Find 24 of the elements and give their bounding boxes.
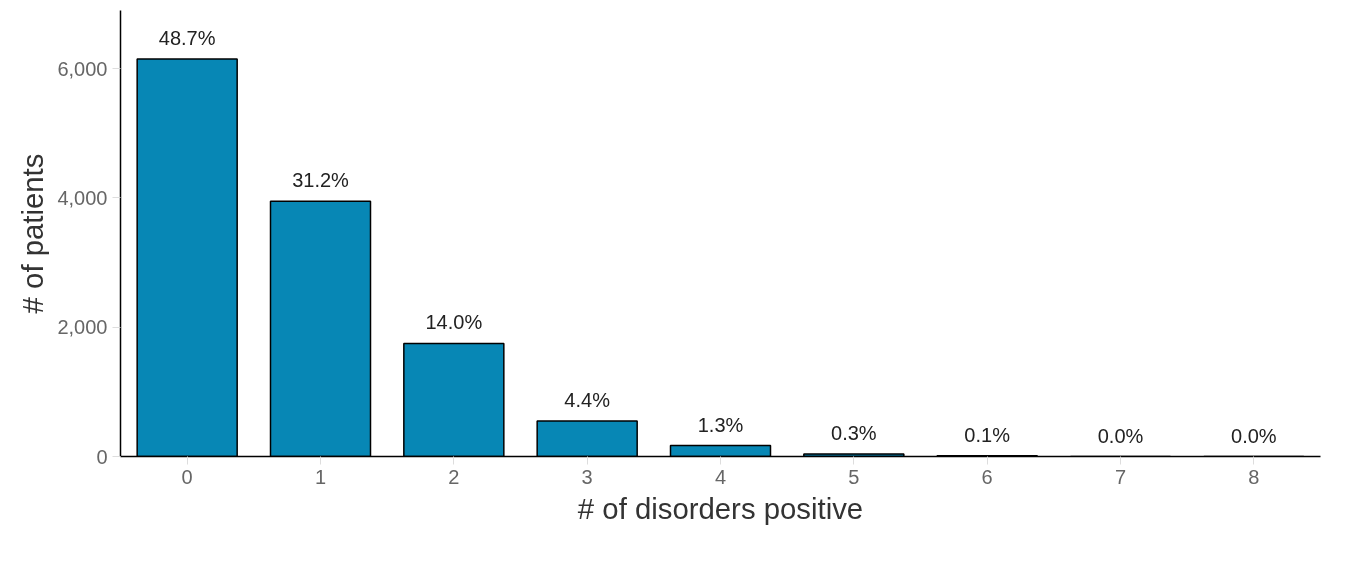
y-tick-label: 0: [96, 445, 108, 468]
annotation: 0.0%: [1097, 424, 1144, 447]
x-tick-label: 5: [848, 465, 860, 488]
annotation: 31.2%: [292, 169, 350, 192]
y-tick-label: 2,000: [57, 316, 108, 339]
x-tick-label: 3: [581, 465, 593, 488]
x-tick-label: 2: [448, 465, 460, 488]
y-tick-label: 6,000: [57, 57, 108, 80]
annotation: 48.7%: [158, 26, 216, 49]
x-tick-label: 4: [714, 465, 727, 488]
x-tick-label: 0: [181, 465, 193, 488]
annotation: 14.0%: [425, 311, 483, 334]
y-tick-label: 4,000: [57, 186, 108, 209]
annotation: 4.4%: [564, 388, 611, 411]
x-axis-title: # of disorders positive: [577, 491, 864, 525]
annotation: 0.1%: [964, 423, 1011, 446]
annotation: 0.3%: [831, 421, 877, 444]
annotation: 1.3%: [697, 413, 744, 436]
x-tick-label: 8: [1248, 465, 1260, 488]
x-tick-label: 1: [314, 465, 327, 488]
x-tick-label: 6: [981, 465, 993, 488]
y-axis-title: # of patients: [16, 153, 50, 314]
annotation: 0.0%: [1231, 424, 1277, 447]
x-tick-label: 7: [1114, 465, 1127, 488]
